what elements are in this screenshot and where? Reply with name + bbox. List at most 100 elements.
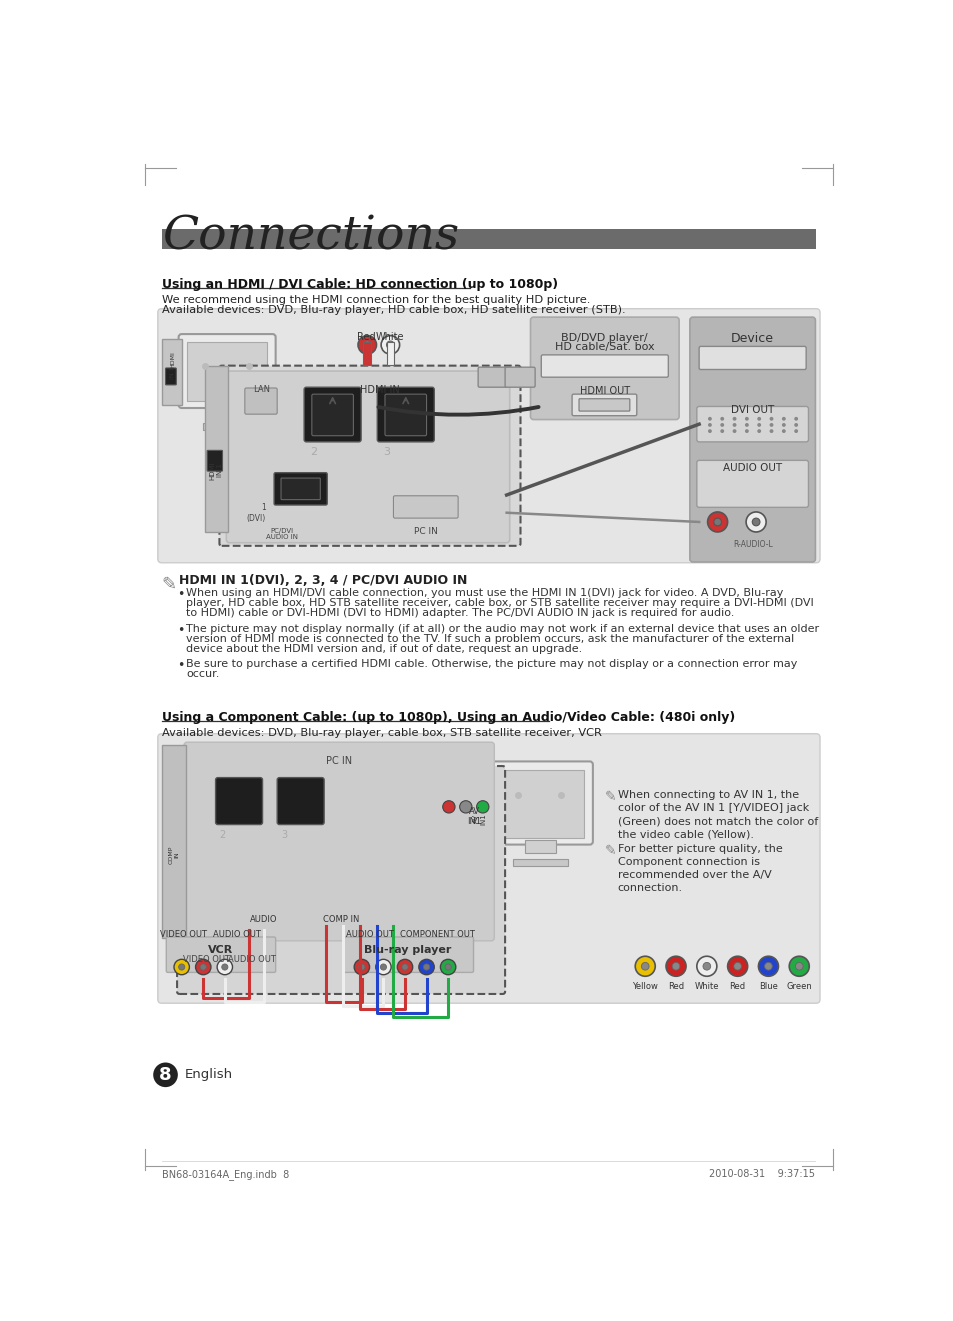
Circle shape bbox=[769, 423, 773, 427]
Text: PC/DVI: PC/DVI bbox=[270, 528, 294, 534]
Bar bbox=[203, 423, 251, 429]
Text: 1
(DVI): 1 (DVI) bbox=[246, 503, 265, 523]
Circle shape bbox=[720, 429, 723, 433]
Text: •: • bbox=[177, 624, 184, 637]
Text: player, HD cable box, HD STB satellite receiver, cable box, or STB satellite rec: player, HD cable box, HD STB satellite r… bbox=[186, 598, 813, 608]
FancyBboxPatch shape bbox=[696, 460, 807, 507]
Text: HDMI IN: HDMI IN bbox=[359, 384, 399, 395]
Circle shape bbox=[386, 341, 394, 349]
Circle shape bbox=[380, 964, 386, 970]
Text: AUDIO OUT: AUDIO OUT bbox=[722, 462, 781, 473]
FancyBboxPatch shape bbox=[277, 778, 324, 824]
FancyBboxPatch shape bbox=[578, 399, 629, 411]
Text: Connecting to an AV Device: Connecting to an AV Device bbox=[380, 252, 597, 267]
Circle shape bbox=[794, 423, 798, 427]
FancyBboxPatch shape bbox=[219, 366, 520, 546]
Text: AUDIO OUT: AUDIO OUT bbox=[213, 930, 261, 939]
Circle shape bbox=[732, 417, 736, 420]
Text: •: • bbox=[177, 588, 184, 601]
Circle shape bbox=[423, 964, 429, 970]
Bar bbox=[162, 339, 181, 406]
Circle shape bbox=[707, 429, 711, 433]
Circle shape bbox=[794, 429, 798, 433]
Text: Red: Red bbox=[356, 332, 375, 342]
FancyBboxPatch shape bbox=[245, 388, 277, 415]
Text: AUDIO IN: AUDIO IN bbox=[266, 534, 297, 540]
Circle shape bbox=[665, 956, 685, 976]
Text: HDMI
IN 1: HDMI IN 1 bbox=[210, 461, 223, 480]
Circle shape bbox=[732, 423, 736, 427]
Text: AUDIO OUT: AUDIO OUT bbox=[345, 930, 393, 939]
FancyBboxPatch shape bbox=[696, 407, 807, 443]
Circle shape bbox=[744, 423, 748, 427]
Circle shape bbox=[375, 959, 391, 975]
Text: AUDIO: AUDIO bbox=[250, 914, 277, 923]
Text: 3: 3 bbox=[281, 830, 287, 840]
Text: Red: Red bbox=[729, 982, 745, 991]
Circle shape bbox=[720, 423, 723, 427]
Text: PC IN: PC IN bbox=[414, 527, 437, 535]
FancyBboxPatch shape bbox=[215, 778, 262, 824]
Text: Blu-ray player: Blu-ray player bbox=[364, 946, 452, 955]
Bar bbox=[215, 403, 238, 416]
Text: White: White bbox=[375, 332, 403, 342]
FancyBboxPatch shape bbox=[177, 766, 504, 993]
Text: Be sure to purchase a certified HDMI cable. Otherwise, the picture may not displ: Be sure to purchase a certified HDMI cab… bbox=[186, 659, 797, 668]
Circle shape bbox=[640, 963, 648, 970]
Circle shape bbox=[713, 518, 720, 526]
Text: 3: 3 bbox=[383, 448, 390, 457]
Text: DVI OUT: DVI OUT bbox=[730, 406, 774, 415]
Text: R-AUDIO-L: R-AUDIO-L bbox=[732, 540, 772, 548]
Circle shape bbox=[440, 959, 456, 975]
Text: PC IN: PC IN bbox=[326, 756, 352, 766]
FancyBboxPatch shape bbox=[343, 937, 473, 972]
Bar bbox=[363, 342, 371, 365]
Text: Available devices: DVD, Blu-ray player, HD cable box, HD satellite receiver (STB: Available devices: DVD, Blu-ray player, … bbox=[161, 305, 624, 314]
Circle shape bbox=[794, 417, 798, 420]
Text: Using an HDMI / DVI Cable: HD connection (up to 1080p): Using an HDMI / DVI Cable: HD connection… bbox=[161, 277, 558, 291]
Text: COMP IN: COMP IN bbox=[322, 914, 359, 923]
Text: BD/DVD player/: BD/DVD player/ bbox=[561, 333, 647, 342]
Text: Blue: Blue bbox=[759, 982, 777, 991]
Text: LAN: LAN bbox=[253, 384, 270, 394]
Text: Connections: Connections bbox=[161, 214, 458, 259]
FancyBboxPatch shape bbox=[166, 937, 275, 972]
Text: BN68-03164A_Eng.indb  8: BN68-03164A_Eng.indb 8 bbox=[161, 1169, 289, 1180]
Text: When using an HDMI/DVI cable connection, you must use the HDMI IN 1(DVI) jack fo: When using an HDMI/DVI cable connection,… bbox=[186, 588, 782, 598]
Circle shape bbox=[744, 429, 748, 433]
FancyBboxPatch shape bbox=[530, 317, 679, 420]
Bar bbox=[386, 342, 394, 365]
FancyBboxPatch shape bbox=[304, 387, 361, 443]
Circle shape bbox=[745, 513, 765, 532]
Text: HDMI: HDMI bbox=[170, 351, 174, 367]
Text: COMP
IN: COMP IN bbox=[169, 845, 179, 864]
FancyBboxPatch shape bbox=[540, 355, 668, 378]
FancyBboxPatch shape bbox=[488, 761, 592, 844]
Text: 2: 2 bbox=[310, 448, 317, 457]
Circle shape bbox=[354, 959, 369, 975]
FancyBboxPatch shape bbox=[226, 371, 509, 543]
FancyBboxPatch shape bbox=[166, 369, 176, 384]
Text: to HDMI) cable or DVI-HDMI (DVI to HDMI) adapter. The PC/DVI AUDIO IN jack is re: to HDMI) cable or DVI-HDMI (DVI to HDMI)… bbox=[186, 608, 734, 618]
Circle shape bbox=[788, 956, 808, 976]
FancyBboxPatch shape bbox=[572, 394, 636, 416]
Circle shape bbox=[358, 964, 365, 970]
Text: We recommend using the HDMI connection for the best quality HD picture.: We recommend using the HDMI connection f… bbox=[161, 295, 590, 305]
Circle shape bbox=[744, 417, 748, 420]
Circle shape bbox=[363, 341, 371, 349]
Text: •: • bbox=[177, 659, 184, 672]
Circle shape bbox=[459, 801, 472, 812]
FancyBboxPatch shape bbox=[161, 230, 816, 250]
Text: VIDEO OUT: VIDEO OUT bbox=[159, 930, 207, 939]
Circle shape bbox=[781, 423, 785, 427]
Circle shape bbox=[217, 959, 233, 975]
FancyBboxPatch shape bbox=[385, 394, 426, 436]
FancyBboxPatch shape bbox=[207, 450, 222, 472]
Circle shape bbox=[769, 429, 773, 433]
Circle shape bbox=[442, 801, 455, 812]
Circle shape bbox=[707, 513, 727, 532]
Text: Green: Green bbox=[785, 982, 811, 991]
Text: HDMI IN 1(DVI), 2, 3, 4 / PC/DVI AUDIO IN: HDMI IN 1(DVI), 2, 3, 4 / PC/DVI AUDIO I… bbox=[178, 575, 467, 588]
Text: AV
IN1: AV IN1 bbox=[467, 807, 481, 826]
Circle shape bbox=[696, 956, 716, 976]
